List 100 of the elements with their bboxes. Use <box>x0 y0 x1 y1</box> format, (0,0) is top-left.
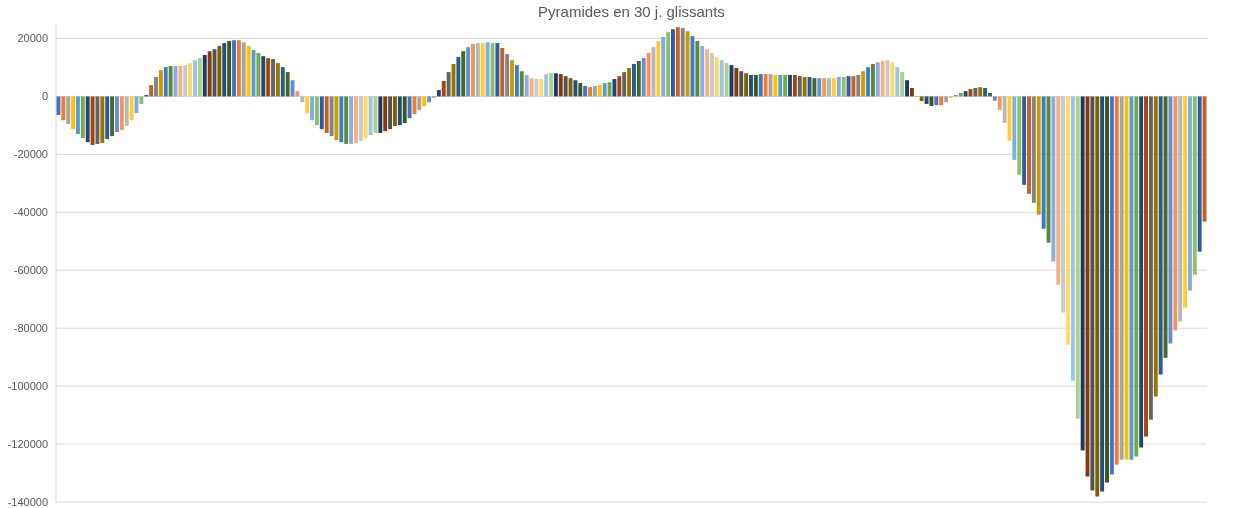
bar <box>963 91 968 97</box>
bar <box>495 43 500 97</box>
bar <box>139 96 144 104</box>
bar <box>417 96 422 111</box>
bar <box>314 96 319 126</box>
bar <box>788 74 792 97</box>
bar <box>154 77 158 97</box>
bar <box>841 77 846 97</box>
bar <box>500 48 505 97</box>
bar <box>588 87 592 97</box>
bar <box>549 73 553 97</box>
bar <box>597 85 602 97</box>
y-tick-label: -60000 <box>13 264 48 277</box>
bar <box>168 66 173 97</box>
bar <box>524 74 529 97</box>
bar <box>753 74 758 97</box>
bar <box>441 81 446 97</box>
bar <box>246 46 251 97</box>
bar <box>402 96 407 124</box>
bar <box>909 88 914 97</box>
bar <box>510 60 514 97</box>
bar <box>149 85 154 97</box>
y-tick-label: -20000 <box>13 148 48 161</box>
y-tick-label: 20000 <box>17 32 48 45</box>
bar <box>1119 96 1124 460</box>
bar <box>222 43 227 97</box>
bar <box>700 46 705 97</box>
bar <box>280 67 285 97</box>
bar <box>324 96 329 133</box>
bar <box>641 58 646 97</box>
bar <box>1002 96 1007 123</box>
bar <box>773 74 778 97</box>
bar <box>378 96 383 133</box>
bar <box>666 32 671 97</box>
bar <box>1109 96 1114 475</box>
bar <box>646 52 651 97</box>
bar <box>56 96 61 115</box>
y-tick-label: -40000 <box>13 206 48 219</box>
bar <box>939 96 944 106</box>
bar <box>607 82 612 97</box>
bar <box>1027 96 1031 194</box>
bar <box>1183 96 1187 308</box>
bar <box>100 96 105 144</box>
bar <box>812 78 817 97</box>
bar <box>1202 96 1207 222</box>
bar <box>1197 96 1202 252</box>
bar <box>485 42 490 97</box>
bar <box>924 96 929 104</box>
bar <box>188 63 193 97</box>
bar <box>1056 96 1061 285</box>
bar <box>1012 96 1017 160</box>
bar <box>129 96 134 121</box>
bar <box>461 51 466 97</box>
bar <box>163 67 168 97</box>
bar <box>661 37 666 97</box>
bar <box>66 96 71 124</box>
bar <box>397 96 402 126</box>
bar <box>1061 96 1066 313</box>
bar <box>329 96 334 137</box>
bar <box>217 46 222 97</box>
bar <box>334 96 339 141</box>
bar <box>124 96 129 126</box>
bar <box>110 96 115 137</box>
bar <box>631 63 636 97</box>
bar <box>271 59 275 97</box>
bar <box>236 40 241 97</box>
bar <box>383 96 388 132</box>
bar <box>992 96 997 101</box>
bar <box>558 74 563 97</box>
bar <box>685 31 690 97</box>
bar <box>1041 96 1046 229</box>
bar <box>256 52 261 97</box>
bar <box>1031 96 1036 203</box>
bar <box>719 60 724 97</box>
bar <box>905 80 910 97</box>
bar <box>612 79 617 97</box>
bar <box>973 88 978 97</box>
bar <box>836 77 841 97</box>
bar <box>519 71 524 97</box>
bar <box>197 58 202 97</box>
bar <box>1129 96 1134 460</box>
bar <box>480 43 485 97</box>
bar <box>207 51 212 97</box>
bar <box>710 52 714 97</box>
bar <box>241 42 246 97</box>
bar <box>1036 96 1041 215</box>
bar <box>71 96 76 130</box>
bar <box>680 28 685 97</box>
bar <box>183 65 188 97</box>
bar <box>602 83 607 97</box>
bar <box>636 61 641 97</box>
bar <box>890 62 895 97</box>
bar <box>227 41 232 97</box>
y-tick-label: -100000 <box>7 379 48 392</box>
bar <box>393 96 397 126</box>
bar <box>266 58 271 97</box>
bar <box>1075 96 1080 419</box>
bar <box>1192 96 1197 275</box>
bar <box>1178 96 1183 322</box>
bar <box>695 41 700 97</box>
